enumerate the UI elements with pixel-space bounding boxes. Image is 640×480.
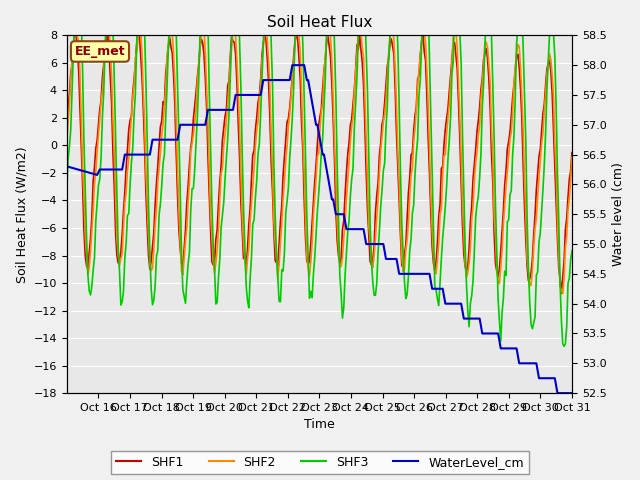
WaterLevel_cm: [63, 164, 70, 169]
Y-axis label: Water level (cm): Water level (cm): [612, 162, 625, 266]
Line: SHF3: SHF3: [67, 0, 572, 346]
SHF3: [324, 6, 332, 12]
WaterLevel_cm: [324, 174, 332, 180]
SHF1: [500, 208, 508, 214]
WaterLevel_cm: [500, 346, 508, 351]
SHF3: [567, 257, 575, 263]
SHF3: [80, 138, 88, 144]
WaterLevel_cm: [567, 390, 575, 396]
WaterLevel_cm: [568, 390, 576, 396]
SHF1: [104, 28, 111, 34]
SHF2: [96, 117, 104, 122]
Line: SHF2: SHF2: [67, 18, 572, 294]
SHF1: [63, 118, 70, 124]
Y-axis label: Soil Heat Flux (W/m2): Soil Heat Flux (W/m2): [15, 146, 28, 283]
WaterLevel_cm: [80, 168, 88, 174]
SHF3: [568, 248, 576, 254]
SHF3: [500, 295, 508, 301]
SHF1: [324, 34, 332, 40]
SHF3: [63, 190, 70, 195]
Legend: SHF1, SHF2, SHF3, WaterLevel_cm: SHF1, SHF2, SHF3, WaterLevel_cm: [111, 451, 529, 474]
SHF1: [557, 290, 565, 296]
Text: EE_met: EE_met: [75, 45, 125, 58]
Title: Soil Heat Flux: Soil Heat Flux: [267, 15, 372, 30]
SHF2: [424, 103, 432, 109]
SHF1: [567, 168, 575, 174]
WaterLevel_cm: [424, 271, 432, 277]
SHF2: [80, 193, 88, 199]
SHF3: [96, 176, 104, 182]
SHF1: [424, 135, 432, 141]
X-axis label: Time: Time: [304, 419, 335, 432]
SHF3: [424, 1, 432, 7]
SHF2: [500, 221, 508, 227]
WaterLevel_cm: [96, 167, 104, 172]
Line: WaterLevel_cm: WaterLevel_cm: [67, 65, 572, 393]
SHF3: [560, 343, 568, 349]
Line: SHF1: SHF1: [67, 31, 572, 293]
SHF2: [568, 154, 576, 160]
SHF2: [567, 176, 575, 182]
SHF1: [80, 227, 88, 232]
SHF2: [323, 38, 330, 44]
SHF1: [568, 150, 576, 156]
SHF2: [325, 15, 333, 21]
WaterLevel_cm: [289, 62, 296, 68]
SHF2: [559, 291, 566, 297]
WaterLevel_cm: [554, 390, 561, 396]
SHF2: [63, 137, 70, 143]
SHF1: [96, 107, 104, 112]
